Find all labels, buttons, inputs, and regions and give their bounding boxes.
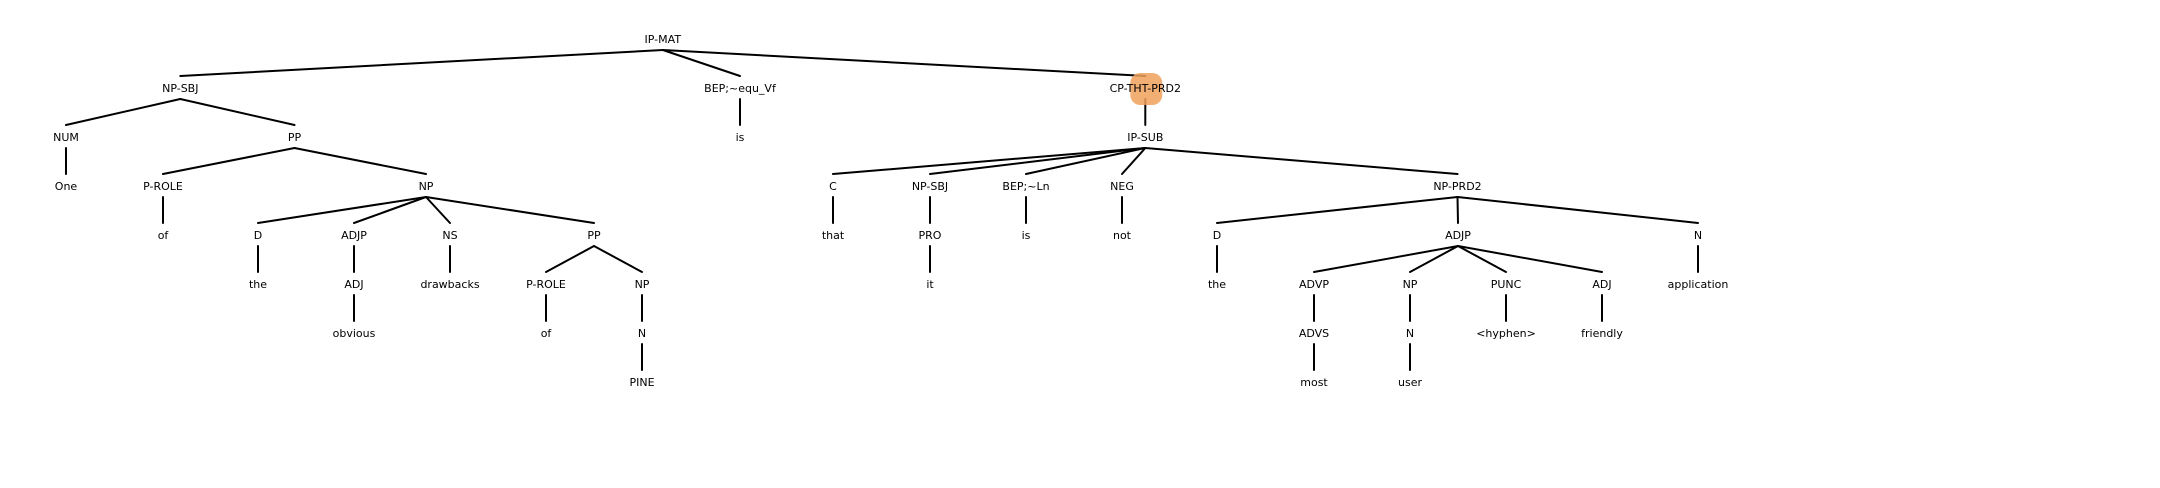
tree-edge-np-to-d <box>257 196 427 224</box>
tree-edge-pp-to-p-role <box>162 147 296 175</box>
tree-node-n: N <box>1694 229 1702 242</box>
tree-leaf-word-of: of <box>541 327 553 340</box>
tree-node-ns: NS <box>442 229 457 242</box>
tree-node-adj: ADJ <box>1592 278 1611 291</box>
tree-node-np-prd2: NP-PRD2 <box>1433 180 1481 193</box>
tree-edges <box>65 49 1699 371</box>
tree-edge-np-to-adjp <box>353 196 427 224</box>
tree-leaf-word-pine: PINE <box>629 376 654 389</box>
tree-leaf-word-is: is <box>736 131 745 144</box>
tree-node-advs: ADVS <box>1299 327 1329 340</box>
tree-edge-pp-to-p-role <box>545 245 595 273</box>
tree-node-bep-equ-vf: BEP;~equ_Vf <box>704 82 777 95</box>
tree-node-cp-tht-prd2: CP-THT-PRD2 <box>1110 82 1181 95</box>
tree-leaf-word-most: most <box>1300 376 1328 389</box>
tree-node-punc: PUNC <box>1491 278 1522 291</box>
tree-node-adjp: ADJP <box>341 229 367 242</box>
tree-leaf-word-obvious: obvious <box>333 327 376 340</box>
tree-node-bep-ln: BEP;~Ln <box>1002 180 1049 193</box>
tree-node-p-role: P-ROLE <box>526 278 566 291</box>
tree-leaf-word-the: the <box>249 278 267 291</box>
tree-edge-np-sbj-to-pp <box>179 98 296 126</box>
tree-leaf-word-is: is <box>1022 229 1031 242</box>
tree-edge-ip-mat-to-np-sbj <box>179 49 664 77</box>
tree-edge-np-to-ns <box>425 196 451 224</box>
tree-node-np: NP <box>635 278 650 291</box>
tree-edge-np-sbj-to-num <box>65 98 182 126</box>
tree-leaf-word-application: application <box>1668 278 1729 291</box>
tree-node-ip-mat: IP-MAT <box>645 33 682 46</box>
tree-edge-adjp-to-punc <box>1457 245 1507 273</box>
tree-edge-ip-sub-to-np-sbj <box>929 147 1147 175</box>
tree-node-d: D <box>254 229 262 242</box>
tree-edge-np-prd2-to-n <box>1456 196 1699 224</box>
tree-node-adj: ADJ <box>344 278 363 291</box>
tree-node-neg: NEG <box>1110 180 1134 193</box>
tree-leaf-word-the: the <box>1208 278 1226 291</box>
tree-node-num: NUM <box>53 131 79 144</box>
tree-edge-ip-sub-to-neg <box>1121 147 1147 175</box>
tree-node-p-role: P-ROLE <box>143 180 183 193</box>
tree-node-ip-sub: IP-SUB <box>1127 131 1163 144</box>
tree-node-np-sbj: NP-SBJ <box>162 82 198 95</box>
tree-leaf-word-drawbacks: drawbacks <box>420 278 479 291</box>
tree-node-d: D <box>1213 229 1221 242</box>
tree-node-pp: PP <box>587 229 601 242</box>
tree-node-n: N <box>638 327 646 340</box>
tree-leaf-word-user: user <box>1398 376 1422 389</box>
tree-node-pro: PRO <box>919 229 942 242</box>
tree-node-np-sbj: NP-SBJ <box>912 180 948 193</box>
node-highlight-marker <box>1130 73 1163 105</box>
tree-leaf-word-friendly: friendly <box>1581 327 1623 340</box>
tree-leaf-word-of: of <box>158 229 170 242</box>
tree-node-np: NP <box>1403 278 1418 291</box>
tree-edge-np-to-pp <box>425 196 595 224</box>
tree-edge-ip-sub-to-bep-ln <box>1025 147 1147 175</box>
tree-node-c: C <box>829 180 837 193</box>
tree-leaf-word-it: it <box>926 278 934 291</box>
tree-leaf-word-one: One <box>55 180 78 193</box>
tree-edge-adjp-to-np <box>1409 245 1459 273</box>
tree-edge-pp-to-np <box>293 147 427 175</box>
tree-edge-adjp-to-advp <box>1313 245 1459 273</box>
tree-leaf-word-hyphen: <hyphen> <box>1476 327 1536 340</box>
tree-node-advp: ADVP <box>1299 278 1329 291</box>
tree-leaf-word-not: not <box>1113 229 1132 242</box>
tree-node-n: N <box>1406 327 1414 340</box>
tree-edge-np-prd2-to-adjp <box>1456 196 1459 224</box>
tree-edge-ip-sub-to-np-prd2 <box>1144 147 1459 175</box>
tree-edge-adjp-to-adj <box>1457 245 1603 273</box>
tree-edge-pp-to-np <box>593 245 643 273</box>
tree-node-adjp: ADJP <box>1445 229 1471 242</box>
tree-node-pp: PP <box>288 131 302 144</box>
tree-edge-ip-mat-to-cp-tht-prd2 <box>661 49 1147 77</box>
tree-node-np: NP <box>419 180 434 193</box>
tree-edge-ip-sub-to-c <box>832 147 1147 175</box>
highlight-layer <box>1130 73 1163 105</box>
tree-leaf-word-that: that <box>822 229 845 242</box>
tree-edge-np-prd2-to-d <box>1216 196 1459 224</box>
tree-edge-ip-mat-to-bep-equ-vf <box>661 49 741 77</box>
